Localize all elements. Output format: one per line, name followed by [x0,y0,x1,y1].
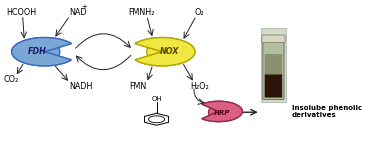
Text: HRP: HRP [214,110,231,116]
Text: NOX: NOX [160,47,179,56]
Text: NADH: NADH [69,82,92,91]
Wedge shape [135,38,195,66]
FancyBboxPatch shape [265,74,282,98]
Text: Insolube phenolic
derivatives: Insolube phenolic derivatives [292,105,362,118]
FancyBboxPatch shape [261,28,286,102]
Text: OH: OH [151,96,162,102]
Text: FMN: FMN [129,82,146,91]
Text: +: + [81,4,87,10]
Ellipse shape [16,38,60,65]
Wedge shape [12,38,71,66]
Wedge shape [135,38,195,66]
Ellipse shape [208,104,238,121]
FancyBboxPatch shape [262,35,285,43]
FancyBboxPatch shape [265,54,282,75]
Text: FDH: FDH [28,47,46,56]
Text: CO₂: CO₂ [3,76,19,84]
Text: NAD: NAD [69,8,87,17]
Text: H₂O₂: H₂O₂ [191,82,209,91]
Ellipse shape [147,38,191,65]
Text: HCOOH: HCOOH [6,8,36,17]
Wedge shape [202,101,242,122]
FancyBboxPatch shape [263,40,284,100]
Text: FMNH₂: FMNH₂ [129,8,155,17]
Text: O₂: O₂ [194,8,204,17]
Wedge shape [12,38,71,66]
Wedge shape [202,101,242,122]
